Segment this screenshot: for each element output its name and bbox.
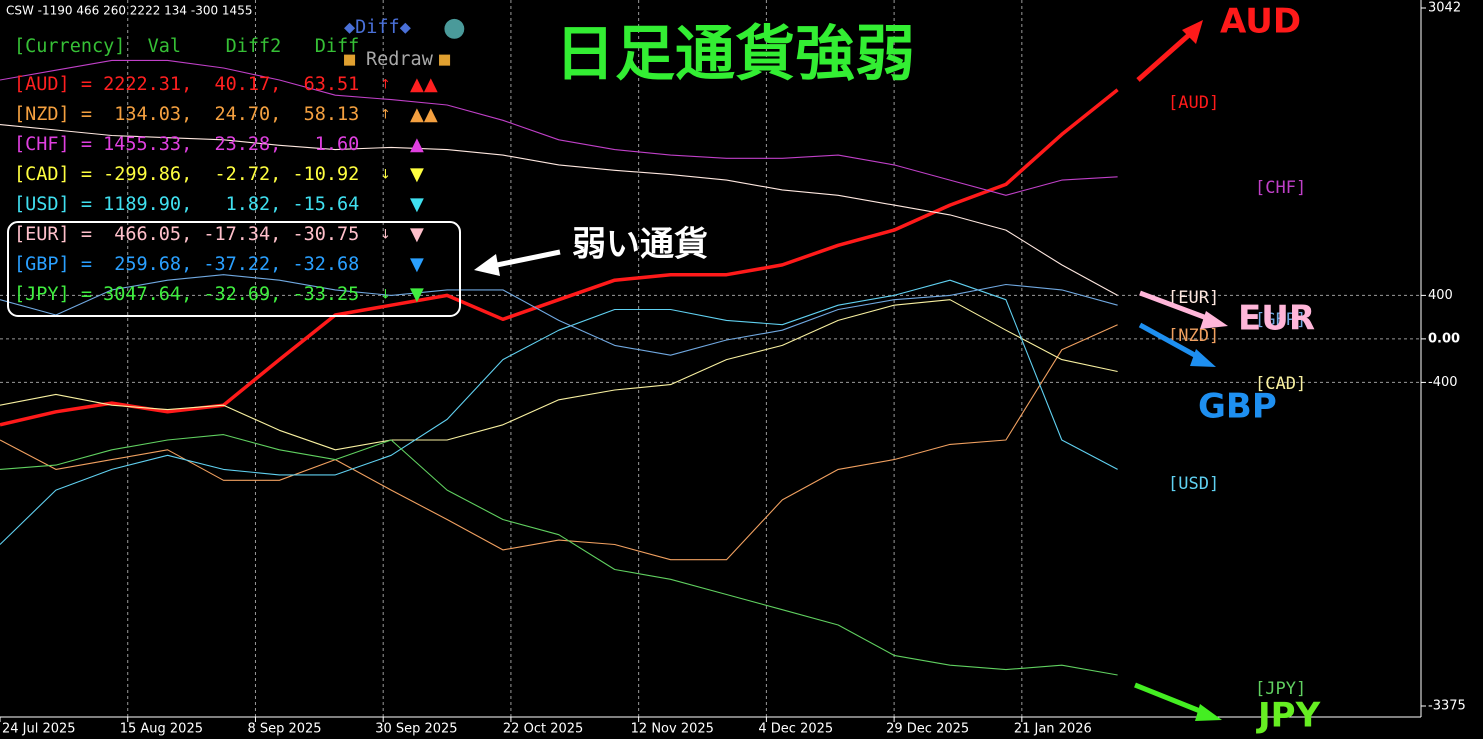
y-tick-label: 0.00 xyxy=(1428,331,1460,346)
redraw-icon: ■ xyxy=(344,49,356,70)
lines xyxy=(0,59,1119,676)
redraw-button[interactable]: ■ Redraw ■ xyxy=(344,49,451,70)
x-tick-label: 4 Dec 2025 xyxy=(758,722,833,737)
highlight-box xyxy=(7,221,461,317)
redraw-icon: ■ xyxy=(439,49,451,70)
y-tick-label: -3375 xyxy=(1428,699,1466,714)
callout-arrows xyxy=(1134,20,1228,721)
series-label: [GBP] xyxy=(1255,310,1306,330)
currency-table: [AUD] = 2222.31, 40.17, 63.51 ↑ ▲▲ [NZD] = … xyxy=(14,74,438,305)
x-tick-label: 12 Nov 2025 xyxy=(631,722,714,737)
redraw-label: Redraw xyxy=(366,49,434,70)
callout: EUR xyxy=(1238,299,1315,339)
annotation: 弱い通貨 xyxy=(572,225,708,265)
grid xyxy=(0,0,1421,717)
row-signal: ▼ xyxy=(410,194,424,215)
series-line xyxy=(0,274,1118,356)
x-tick-label: 22 Oct 2025 xyxy=(503,722,583,737)
series-labels: [AUD] [NZD] [CHF] [CAD] [USD] [EUR] [GBP] [JPY] xyxy=(1168,93,1306,699)
row-signal: ▲▲ xyxy=(410,104,438,125)
row-signal: ▼ xyxy=(410,254,424,275)
x-tick-label: 24 Jul 2025 xyxy=(2,722,76,737)
series-label: [EUR] xyxy=(1168,288,1219,308)
series-label: [JPY] xyxy=(1255,679,1306,699)
series-line xyxy=(0,279,1118,545)
row-trend: ↑ xyxy=(380,108,391,123)
circle-button[interactable]: ● xyxy=(443,13,466,43)
panel-header: [Currency] Val Diff2 Diff xyxy=(14,36,359,57)
row-signal: ▲ xyxy=(410,134,424,155)
chart-title: 日足通貨強弱 xyxy=(555,20,915,90)
series-label: [CAD] xyxy=(1255,374,1306,394)
series-label: [AUD] xyxy=(1168,93,1219,113)
callout: JPY xyxy=(1256,696,1321,736)
row-signal: ▼ xyxy=(410,224,424,245)
y-tick-label: 400 xyxy=(1428,288,1453,303)
row-text: [GBP] = 259.68, -37.22, -32.68 xyxy=(14,254,359,275)
callouts: AUD EUR GBP JPY xyxy=(1198,2,1321,736)
series-label: [NZD] xyxy=(1168,326,1219,346)
row-trend: ↑ xyxy=(380,78,391,93)
series-line xyxy=(0,124,1118,296)
row-signal: ▲▲ xyxy=(410,74,438,95)
header-info: CSW -1190 466 260 2222 134 -300 1455 xyxy=(6,4,252,18)
x-tick-label: 21 Jan 2026 xyxy=(1014,722,1092,737)
series-line xyxy=(0,434,1118,676)
callout: AUD xyxy=(1220,2,1301,42)
row-text: [USD] = 1189.90, 1.82, -15.64 xyxy=(14,194,359,215)
row-text: [AUD] = 2222.31, 40.17, 63.51 xyxy=(14,74,359,95)
row-trend: ↓ xyxy=(380,228,391,243)
row-signal: ▼ xyxy=(410,164,424,185)
series-line xyxy=(0,299,1118,451)
annotation-arrow xyxy=(491,249,561,269)
row-trend: ↓ xyxy=(380,288,391,303)
row-text: [JPY] = 3047.64, -32.69, -33.25 xyxy=(14,284,359,305)
x-tick-label: 8 Sep 2025 xyxy=(247,722,321,737)
annotation-arrowhead xyxy=(474,254,500,276)
row-text: [EUR] = 466.05, -17.34, -30.75 xyxy=(14,224,359,245)
series-line xyxy=(0,88,1119,427)
row-text: [CHF] = 1455.33, 23.28, 1.60 xyxy=(14,134,359,155)
callout: GBP xyxy=(1198,387,1277,427)
row-text: [NZD] = 134.03, 24.70, 58.13 xyxy=(14,104,359,125)
x-tick-label: 30 Sep 2025 xyxy=(375,722,457,737)
x-tick-label: 15 Aug 2025 xyxy=(120,722,203,737)
row-trend: ↓ xyxy=(380,168,391,183)
row-text: [CAD] = -299.86, -2.72, -10.92 xyxy=(14,164,359,185)
diff-button[interactable]: ◆Diff◆ xyxy=(344,17,412,38)
x-tick-label: 29 Dec 2025 xyxy=(886,722,969,737)
series-label: [USD] xyxy=(1168,474,1219,494)
y-tick-label: 3042 xyxy=(1428,1,1461,16)
series-line xyxy=(0,59,1118,196)
series-label: [CHF] xyxy=(1255,178,1306,198)
y-tick-label: -400 xyxy=(1428,375,1458,390)
row-signal: ▼ xyxy=(410,284,424,305)
